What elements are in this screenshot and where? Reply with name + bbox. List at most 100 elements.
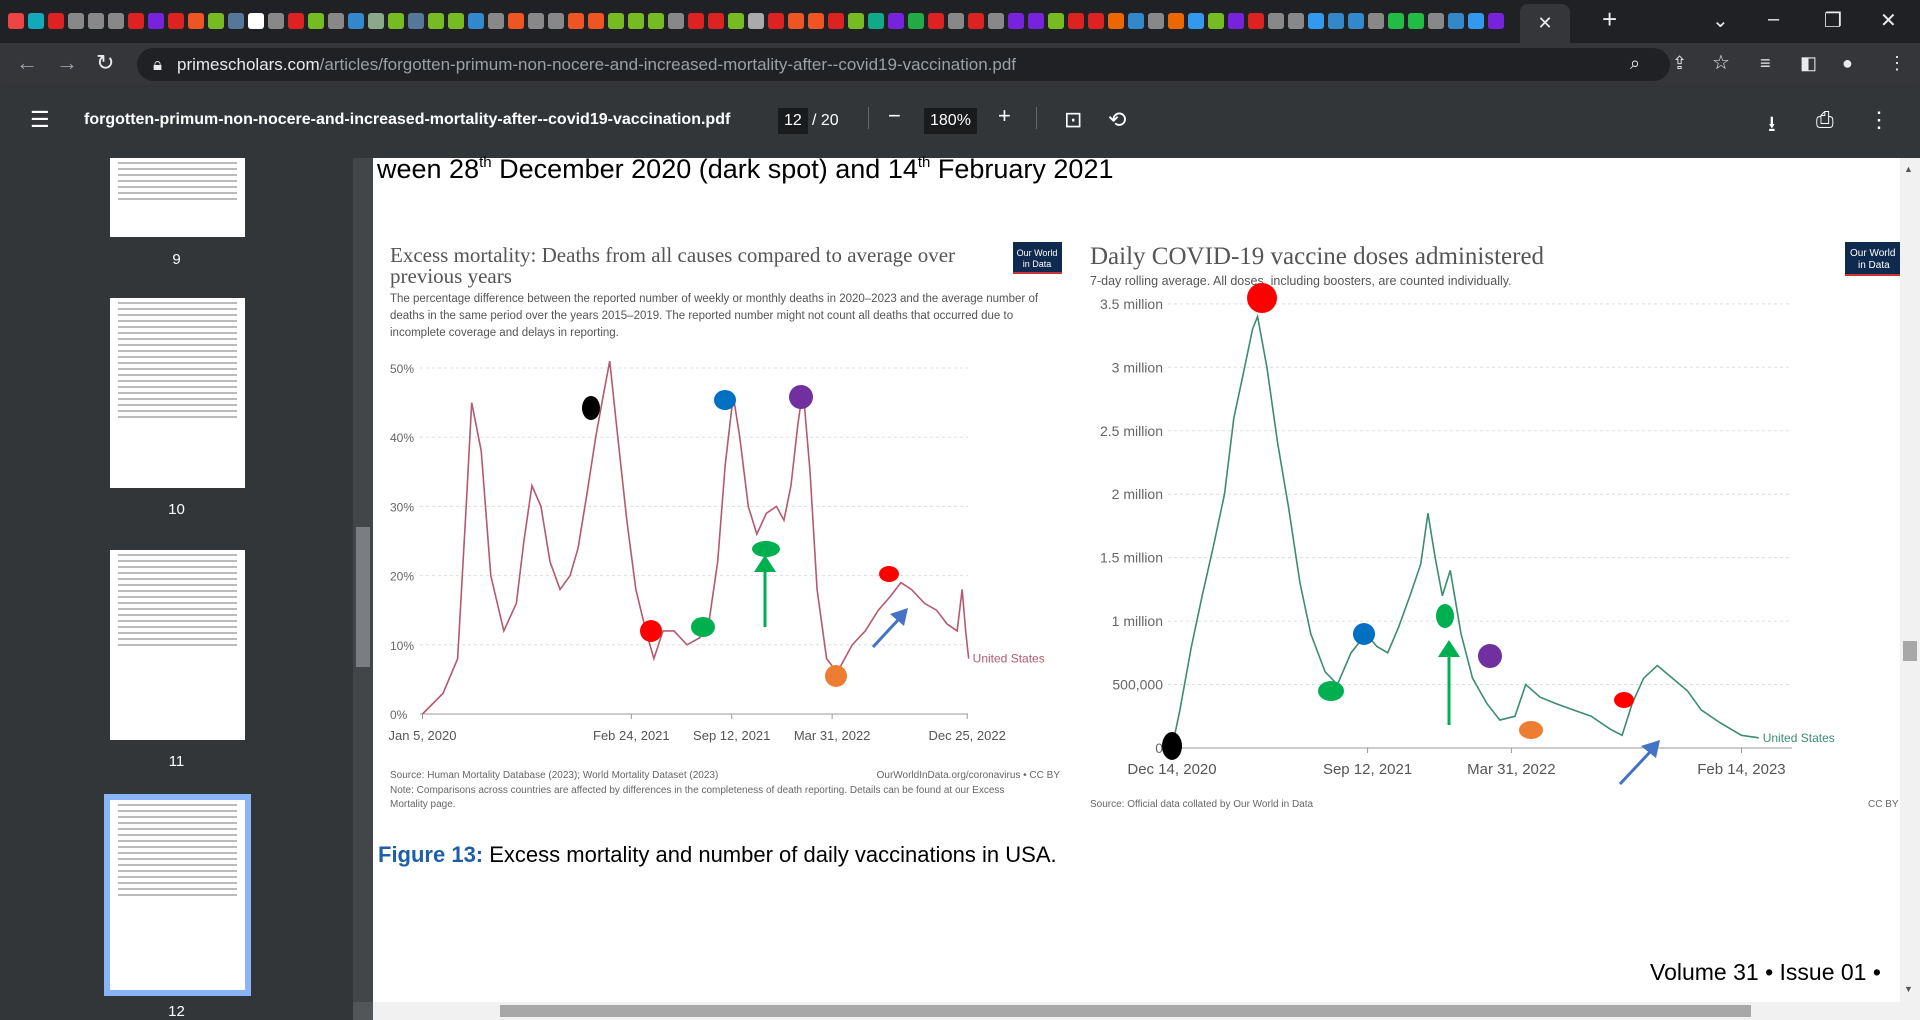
tab-favicon-icon[interactable] <box>1468 13 1484 29</box>
new-tab-button[interactable]: + <box>1602 4 1618 34</box>
tab-favicon-icon[interactable] <box>1208 13 1224 29</box>
close-tab-icon[interactable]: ✕ <box>1537 13 1553 33</box>
tab-favicon-icon[interactable] <box>148 13 164 29</box>
lock-icon[interactable]: 🔒︎ <box>153 55 163 74</box>
tab-favicon-icon[interactable] <box>868 13 884 29</box>
tab-favicon-icon[interactable] <box>228 13 244 29</box>
tab-favicon-icon[interactable] <box>1268 13 1284 29</box>
tab-favicon-icon[interactable] <box>1108 13 1124 29</box>
bookmark-star-icon[interactable]: ☆ <box>1712 52 1730 74</box>
page-number-input[interactable]: 12 <box>778 108 808 134</box>
tab-favicon-icon[interactable] <box>1328 13 1344 29</box>
tab-favicon-icon[interactable] <box>288 13 304 29</box>
zoom-in-icon[interactable]: + <box>998 103 1011 128</box>
tab-favicon-icon[interactable] <box>928 13 944 29</box>
tab-favicon-icon[interactable] <box>908 13 924 29</box>
sidebar-scrollbar[interactable] <box>353 158 373 1002</box>
back-icon[interactable]: ← <box>16 50 38 75</box>
tab-favicon-icon[interactable] <box>1008 13 1024 29</box>
download-icon[interactable]: ⭳ <box>1768 111 1776 136</box>
url-bar[interactable]: 🔒︎ primescholars.com/articles/forgotten-… <box>137 48 1670 81</box>
tab-favicon-icon[interactable] <box>328 13 344 29</box>
hamburger-menu-icon[interactable]: ☰ <box>30 107 50 132</box>
thumbnail-page-11[interactable] <box>110 550 245 740</box>
tab-favicon-icon[interactable] <box>1228 13 1244 29</box>
tab-favicon-icon[interactable] <box>548 13 564 29</box>
tab-favicon-icon[interactable] <box>208 13 224 29</box>
tab-favicon-icon[interactable] <box>628 13 644 29</box>
tab-favicon-icon[interactable] <box>1428 13 1444 29</box>
tab-favicon-icon[interactable] <box>388 13 404 29</box>
tab-favicon-icon[interactable] <box>948 13 964 29</box>
tab-favicon-icon[interactable] <box>488 13 504 29</box>
tab-favicon-icon[interactable] <box>308 13 324 29</box>
restore-button[interactable]: ❐ <box>1824 10 1842 32</box>
thumbnail-page-12[interactable] <box>104 794 251 996</box>
tab-favicon-icon[interactable] <box>348 13 364 29</box>
tab-favicon-icon[interactable] <box>8 13 24 29</box>
tab-favicon-icon[interactable] <box>428 13 444 29</box>
tab-favicon-icon[interactable] <box>1388 13 1404 29</box>
tab-favicon-icon[interactable] <box>668 13 684 29</box>
close-window-button[interactable]: ✕ <box>1880 10 1897 32</box>
more-options-icon[interactable]: ⋮ <box>1868 107 1890 132</box>
tab-favicon-icon[interactable] <box>608 13 624 29</box>
tab-favicon-icon[interactable] <box>988 13 1004 29</box>
zoom-icon[interactable]: ⌕ <box>1630 53 1641 73</box>
minimize-button[interactable]: – <box>1768 8 1780 30</box>
side-panel-icon[interactable]: ◧ <box>1800 53 1818 73</box>
tab-favicon-icon[interactable] <box>368 13 384 29</box>
tab-favicon-icon[interactable] <box>1128 13 1144 29</box>
tab-favicon-icon[interactable] <box>1488 13 1504 29</box>
thumbnail-page-9[interactable] <box>110 158 245 237</box>
tab-favicon-icon[interactable] <box>888 13 904 29</box>
tab-favicon-icon[interactable] <box>128 13 144 29</box>
horizontal-scrollbar[interactable] <box>373 1002 1920 1020</box>
zoom-level-input[interactable]: 180% <box>924 108 977 134</box>
print-icon[interactable]: ⎙ <box>1816 107 1834 132</box>
active-tab[interactable]: ✕ <box>1520 4 1570 43</box>
tab-favicon-icon[interactable] <box>1248 13 1264 29</box>
tab-favicon-icon[interactable] <box>648 13 664 29</box>
tab-favicon-icon[interactable] <box>808 13 824 29</box>
tab-favicon-icon[interactable] <box>508 13 524 29</box>
tab-favicon-icon[interactable] <box>108 13 124 29</box>
forward-icon[interactable]: → <box>56 50 78 75</box>
tab-favicon-icon[interactable] <box>1448 13 1464 29</box>
tab-favicon-icon[interactable] <box>1368 13 1384 29</box>
tab-favicon-icon[interactable] <box>448 13 464 29</box>
tab-favicon-icon[interactable] <box>408 13 424 29</box>
share-icon[interactable]: ⇪ <box>1672 53 1688 73</box>
tab-favicon-icon[interactable] <box>1088 13 1104 29</box>
tab-favicon-icon[interactable] <box>968 13 984 29</box>
fit-page-icon[interactable]: ⊡ <box>1064 107 1083 132</box>
tab-favicon-icon[interactable] <box>768 13 784 29</box>
tab-favicon-icon[interactable] <box>28 13 44 29</box>
tab-favicon-icon[interactable] <box>68 13 84 29</box>
tab-favicon-icon[interactable] <box>248 13 264 29</box>
tab-favicon-icon[interactable] <box>268 13 284 29</box>
tab-favicon-icon[interactable] <box>1168 13 1184 29</box>
rotate-icon[interactable]: ⟲ <box>1108 107 1127 132</box>
tab-favicon-icon[interactable] <box>748 13 764 29</box>
pinned-tabs[interactable] <box>8 10 1504 32</box>
tab-favicon-icon[interactable] <box>568 13 584 29</box>
tab-favicon-icon[interactable] <box>188 13 204 29</box>
zoom-out-icon[interactable]: − <box>888 103 901 128</box>
thumbnail-page-10[interactable] <box>110 298 245 488</box>
tab-favicon-icon[interactable] <box>1408 13 1424 29</box>
tab-favicon-icon[interactable] <box>1028 13 1044 29</box>
tab-favicon-icon[interactable] <box>828 13 844 29</box>
tab-favicon-icon[interactable] <box>708 13 724 29</box>
tab-favicon-icon[interactable] <box>688 13 704 29</box>
tab-favicon-icon[interactable] <box>1308 13 1324 29</box>
tab-search-chevron-icon[interactable]: ⌄ <box>1712 10 1729 32</box>
reading-list-icon[interactable]: ≡ <box>1760 53 1771 73</box>
tab-favicon-icon[interactable] <box>1048 13 1064 29</box>
tab-favicon-icon[interactable] <box>528 13 544 29</box>
tab-favicon-icon[interactable] <box>468 13 484 29</box>
tab-favicon-icon[interactable] <box>1348 13 1364 29</box>
tab-favicon-icon[interactable] <box>788 13 804 29</box>
tab-favicon-icon[interactable] <box>588 13 604 29</box>
tab-favicon-icon[interactable] <box>728 13 744 29</box>
